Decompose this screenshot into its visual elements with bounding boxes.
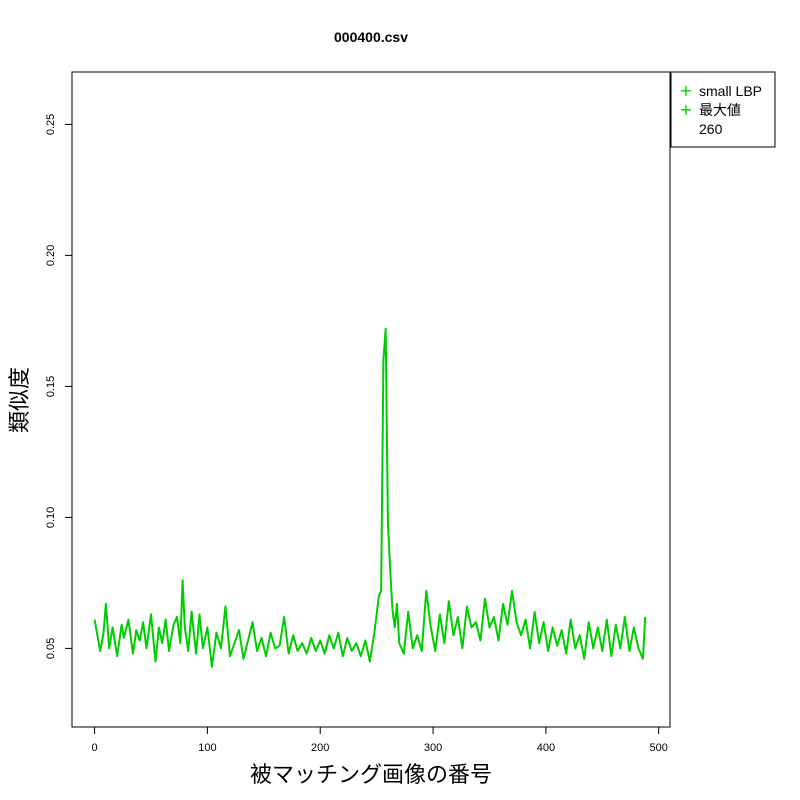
y-axis: 0.05 0.10 0.15 0.20 0.25 — [45, 114, 73, 659]
x-axis-label: 被マッチング画像の番号 — [250, 763, 492, 788]
legend-label-2: 最大値 — [699, 102, 741, 118]
legend-box — [670, 71, 776, 148]
chart-title: 000400.csv — [334, 29, 408, 45]
x-tick-label-4: 400 — [537, 742, 555, 754]
y-tick-label-1: 0.10 — [45, 507, 57, 528]
x-tick-label-1: 100 — [198, 742, 216, 754]
y-tick-label-3: 0.20 — [45, 245, 57, 266]
plot-frame — [71, 71, 671, 728]
series-layer — [93, 327, 647, 668]
x-tick-label-0: 0 — [92, 742, 98, 754]
legend-label-1: small LBP — [699, 83, 762, 99]
y-axis-label: 類似度 — [8, 367, 33, 433]
y-tick-label-0: 0.05 — [45, 638, 57, 659]
series-line-0 — [93, 327, 647, 668]
legend-label-3: 260 — [699, 121, 723, 137]
x-tick-label-3: 300 — [424, 742, 442, 754]
x-tick-label-5: 500 — [650, 742, 668, 754]
legend-marker-2: + — [679, 100, 692, 119]
y-tick-label-2: 0.15 — [45, 376, 57, 397]
x-axis: 0 100 200 300 400 500 — [92, 726, 668, 754]
x-tick-label-2: 200 — [311, 742, 329, 754]
legend: + small LBP + 最大値 260 — [670, 71, 776, 148]
y-tick-label-4: 0.25 — [45, 114, 57, 135]
legend-marker-1: + — [679, 81, 692, 100]
